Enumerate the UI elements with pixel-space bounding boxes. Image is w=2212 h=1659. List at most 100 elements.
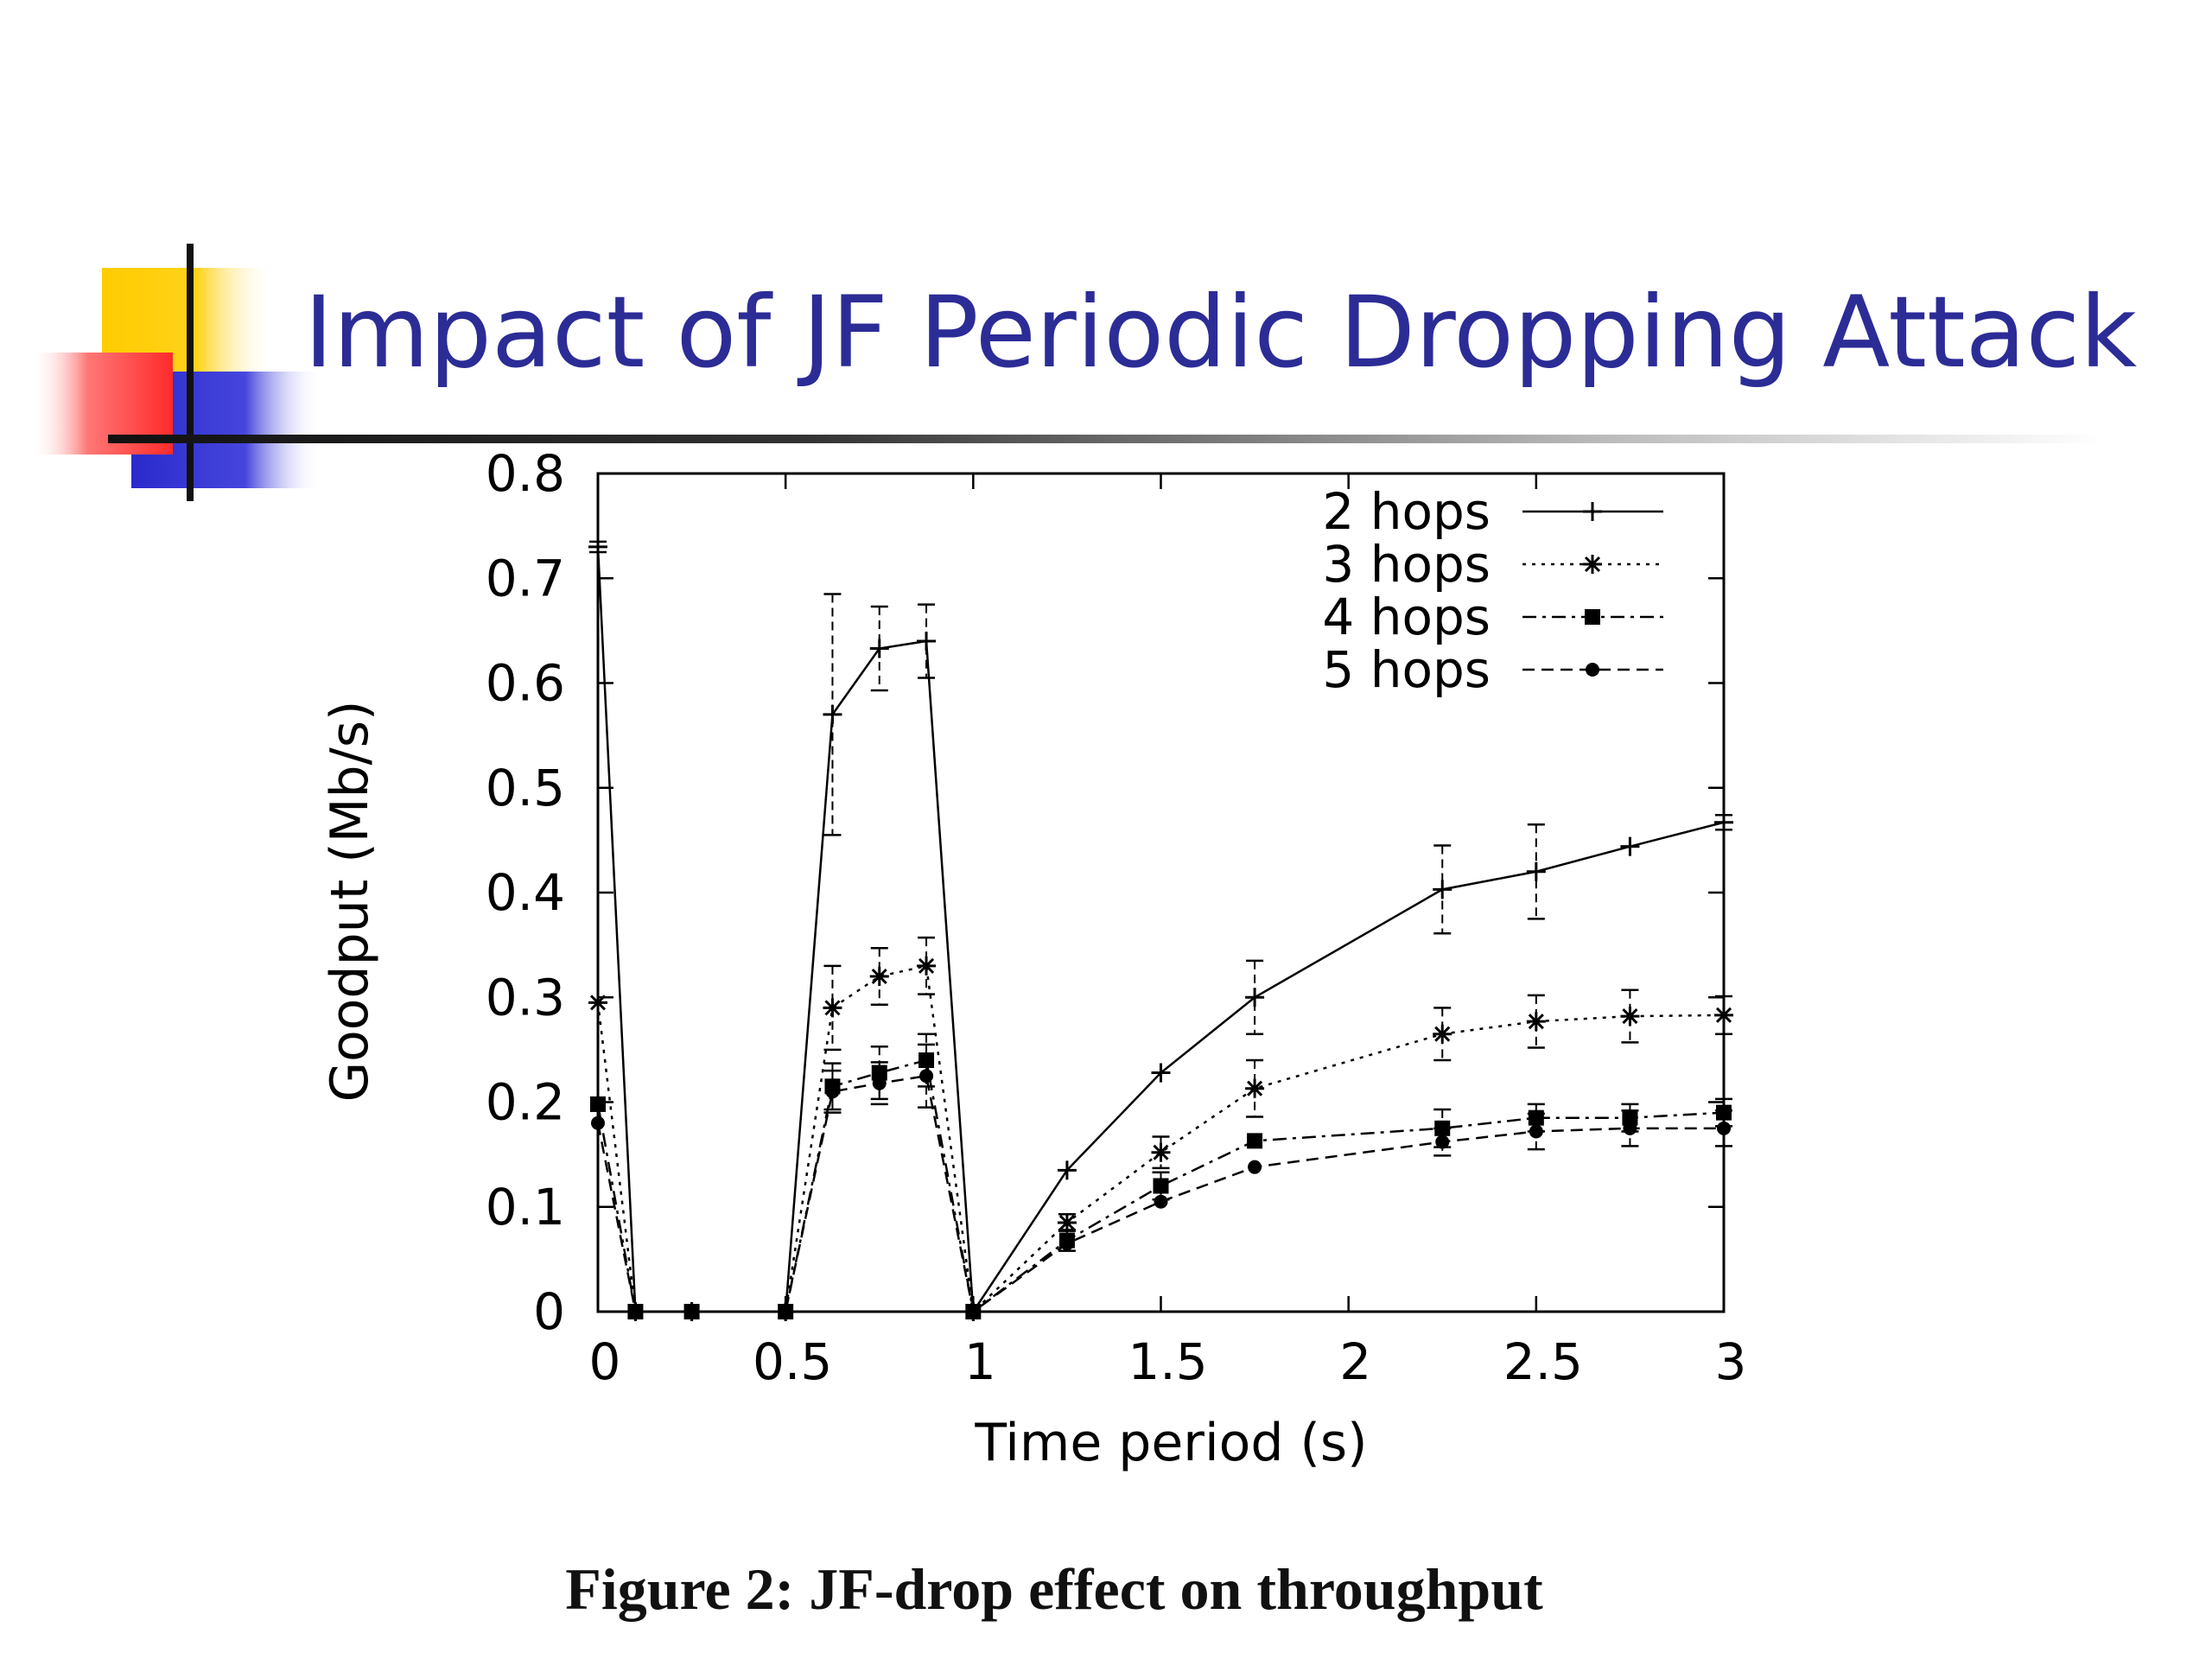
data-point (779, 1305, 793, 1319)
data-point (966, 1305, 981, 1319)
legend-marker (1586, 663, 1599, 677)
data-point (1151, 1142, 1171, 1162)
data-point (872, 1076, 887, 1090)
y-tick-label: 0.4 (486, 863, 565, 922)
data-point-d2 (1434, 1026, 1451, 1042)
data-point (588, 537, 607, 556)
data-point-d2 (824, 1000, 841, 1016)
data-point (1714, 1005, 1733, 1025)
data-point (1151, 1063, 1171, 1083)
y-tick-label: 0.6 (486, 654, 565, 713)
error-bar (823, 593, 842, 836)
data-point-d2 (1058, 1214, 1075, 1230)
legend-marker-d2 (1584, 556, 1601, 573)
data-point-c (825, 1084, 840, 1099)
data-point-c (684, 1305, 699, 1319)
data-point (823, 998, 842, 1018)
data-point (871, 1065, 887, 1081)
data-point-c (1248, 1160, 1262, 1174)
error-bar (1621, 988, 1639, 1044)
title-underline (108, 435, 2104, 443)
data-point-c (628, 1305, 643, 1319)
data-point (1620, 836, 1640, 856)
data-point-sq (1153, 1178, 1169, 1194)
legend-label: 5 hops (1322, 640, 1491, 699)
data-point (1529, 1124, 1543, 1139)
x-axis-label: Time period (s) (974, 1413, 1367, 1473)
data-point (591, 1116, 605, 1130)
series-5-hops (591, 1043, 1732, 1319)
data-point (1153, 1178, 1169, 1194)
data-point (1057, 1160, 1077, 1180)
data-point (590, 1096, 606, 1112)
data-point-d2 (1715, 1007, 1732, 1023)
data-point (1526, 1012, 1546, 1032)
y-tick-label: 0.3 (486, 968, 565, 1027)
data-point-c (779, 1305, 793, 1319)
legend-marker (1583, 502, 1602, 521)
error-bar (1527, 994, 1545, 1049)
data-point-c (919, 1069, 934, 1084)
data-point (1526, 861, 1546, 881)
data-point (1623, 1121, 1637, 1135)
error-bar (1246, 959, 1264, 1035)
data-point (1620, 1007, 1640, 1027)
error-bar (918, 603, 936, 679)
data-point-sq (871, 1065, 887, 1081)
x-tick-label: 3 (1715, 1332, 1747, 1391)
data-point (1059, 1236, 1074, 1251)
data-point-c (1623, 1121, 1637, 1135)
x-tick-label: 2.5 (1503, 1332, 1583, 1391)
logo-vertical-bar (187, 244, 194, 501)
data-point-d2 (1247, 1080, 1263, 1096)
data-point (1717, 1121, 1731, 1135)
data-point (1433, 1024, 1452, 1044)
data-point (1245, 988, 1265, 1007)
legend-marker (1583, 555, 1602, 574)
data-point-c (1154, 1194, 1168, 1209)
data-point-d2 (589, 995, 607, 1011)
data-point (869, 639, 889, 658)
data-point (1248, 1160, 1262, 1174)
data-point-c (1059, 1236, 1074, 1251)
data-point-sq (590, 1096, 606, 1112)
data-point-c (872, 1076, 887, 1090)
data-point-d2 (871, 968, 887, 985)
y-tick-label: 0.5 (486, 759, 565, 817)
slide-title: Impact of JF Periodic Dropping Attack (304, 275, 2138, 390)
y-axis-label: Goodput (Mb/s) (320, 701, 380, 1103)
legend-label: 2 hops (1322, 482, 1491, 541)
data-point-sq (1247, 1133, 1263, 1149)
y-tick-label: 0 (533, 1282, 565, 1341)
data-point-c (1529, 1124, 1543, 1139)
error-bar (1433, 1127, 1452, 1157)
data-point (917, 632, 937, 651)
data-point (825, 1084, 840, 1099)
figure-caption: Figure 2: JF-drop effect on throughput (565, 1556, 1543, 1622)
data-point (823, 704, 842, 724)
data-point (1433, 880, 1452, 899)
data-point (1435, 1135, 1450, 1149)
data-point (1247, 1133, 1263, 1149)
data-point-d2 (1528, 1014, 1544, 1030)
data-point (917, 956, 937, 976)
data-point-d2 (1622, 1008, 1638, 1025)
data-point (628, 1305, 643, 1319)
data-point (919, 1069, 934, 1084)
data-point (588, 993, 607, 1013)
x-tick-label: 1 (964, 1332, 996, 1391)
x-tick-label: 0 (589, 1332, 621, 1391)
data-point (1245, 1078, 1265, 1098)
data-point-c (591, 1116, 605, 1130)
data-point-d2 (1153, 1144, 1169, 1160)
data-point-c (1717, 1121, 1731, 1135)
data-point-c (1435, 1135, 1450, 1149)
y-tick-label: 0.2 (486, 1073, 565, 1132)
data-point (684, 1305, 699, 1319)
x-tick-label: 1.5 (1128, 1332, 1207, 1391)
x-tick-label: 2 (1339, 1332, 1371, 1391)
data-point (1714, 812, 1733, 832)
error-bar (1433, 1007, 1452, 1062)
series-3-hops (588, 936, 1733, 1321)
